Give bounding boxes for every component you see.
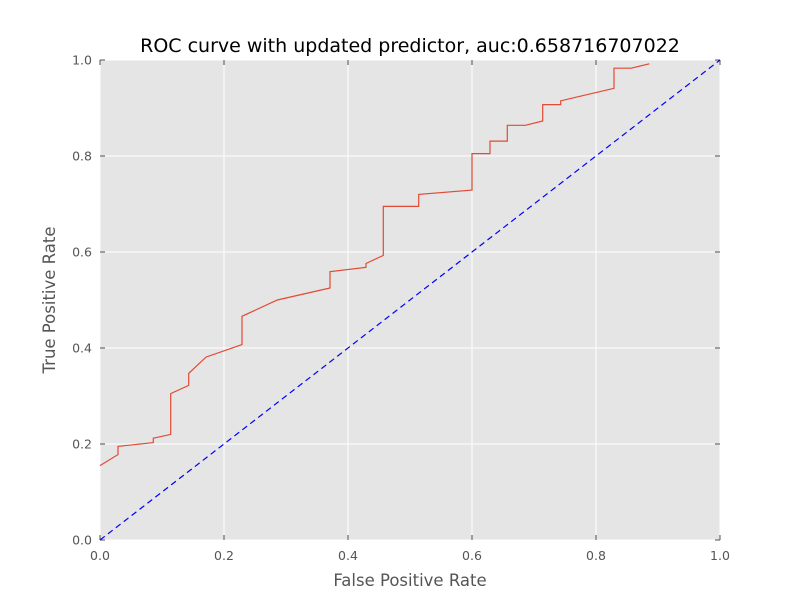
x-axis-label: False Positive Rate (333, 571, 486, 590)
x-tick-label: 0.0 (90, 548, 110, 563)
y-tick-label: 1.0 (72, 53, 92, 68)
y-tick-label: 0.4 (72, 341, 92, 356)
x-tick-label: 0.2 (214, 548, 234, 563)
y-axis-label: True Positive Rate (40, 227, 59, 375)
x-tick-label: 0.4 (338, 548, 358, 563)
axis-ticks: 0.0 0.2 0.4 0.6 0.8 1.0 0.0 0.2 0.4 0.6 0.8 1.0 (72, 53, 730, 564)
y-tick-label: 0.2 (72, 437, 92, 452)
y-tick-label: 0.6 (72, 245, 92, 260)
x-tick-label: 0.8 (586, 548, 606, 563)
grid (99, 59, 721, 541)
roc-curve-line (99, 63, 650, 467)
series-layer (99, 59, 721, 541)
x-tick-label: 1.0 (710, 548, 730, 563)
x-tick-label: 0.6 (462, 548, 482, 563)
y-tick-label: 0.0 (72, 533, 92, 548)
chance-diagonal-line (99, 59, 721, 541)
y-tick-label: 0.8 (72, 149, 92, 164)
chart-title: ROC curve with updated predictor, auc:0.… (140, 35, 680, 57)
